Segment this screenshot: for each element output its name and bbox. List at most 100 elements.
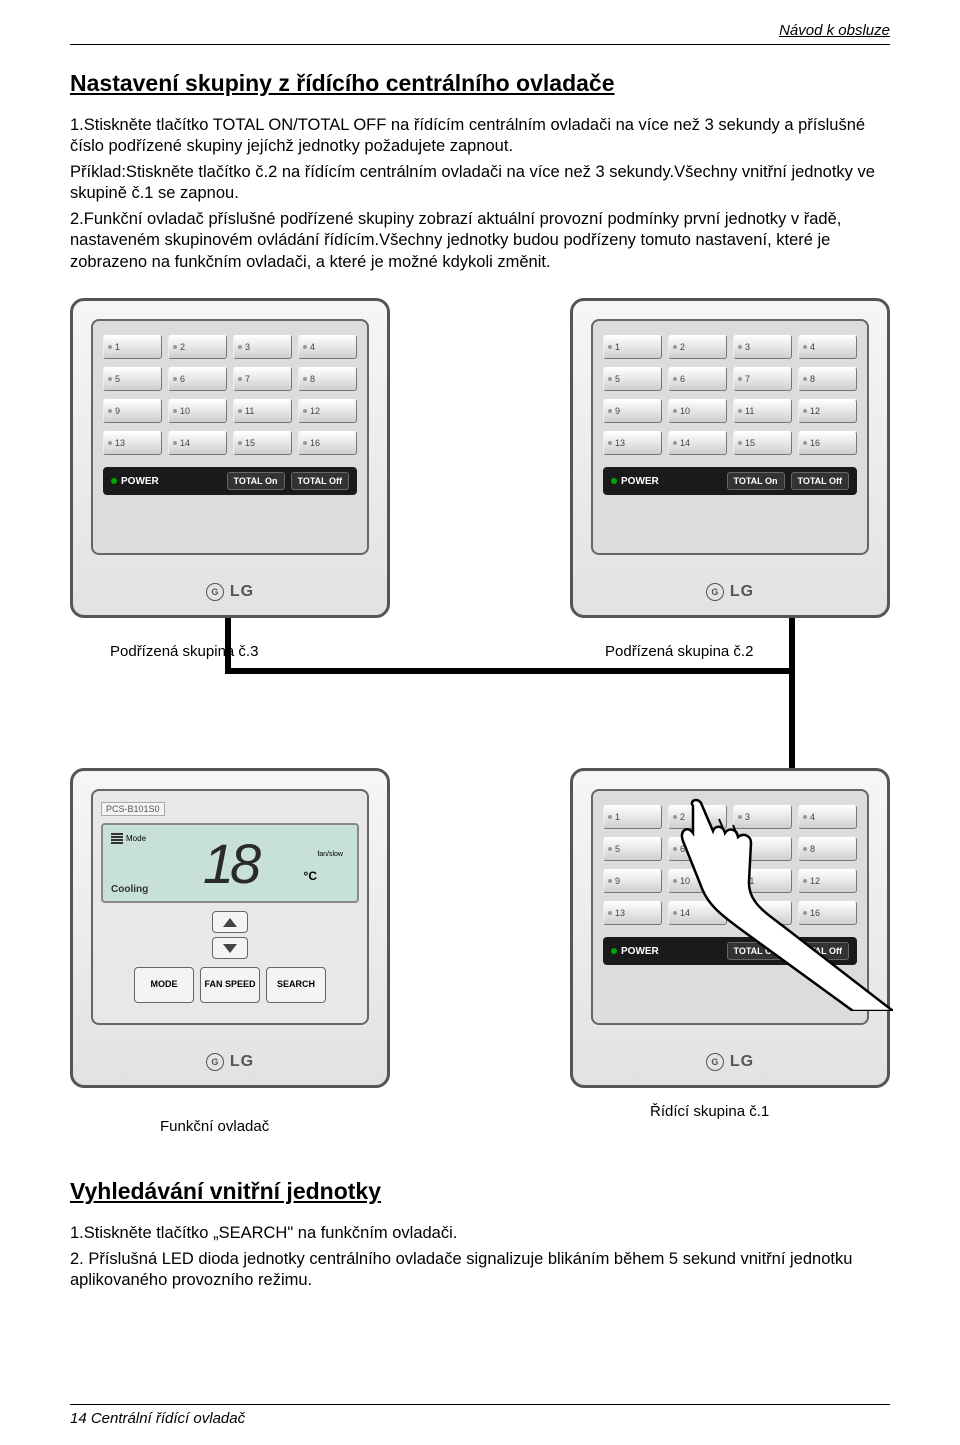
unit-button-16[interactable]: 16 (798, 901, 857, 925)
unit-button-16[interactable]: 16 (298, 431, 357, 455)
unit-button-16[interactable]: 16 (798, 431, 857, 455)
unit-button-4[interactable]: 4 (798, 805, 857, 829)
button-grid: 12345678910111213141516 (603, 335, 857, 455)
unit-button-9[interactable]: 9 (603, 869, 662, 893)
unit-button-13[interactable]: 13 (603, 431, 662, 455)
unit-button-6[interactable]: 6 (668, 367, 727, 391)
unit-button-14[interactable]: 14 (668, 901, 727, 925)
power-bar: POWER TOTAL On TOTAL Off (603, 937, 857, 965)
temp-down-button[interactable] (212, 937, 248, 959)
power-bar: POWER TOTAL On TOTAL Off (603, 467, 857, 495)
header-rule (70, 44, 890, 45)
footer-page-label: 14 Centrální řídící ovladač (70, 1410, 245, 1427)
section1-title: Nastavení skupiny z řídícího centrálního… (70, 70, 890, 97)
button-grid: 12345678910111213141516 (103, 335, 357, 455)
mode-button[interactable]: MODE (134, 967, 194, 1003)
temp-up-button[interactable] (212, 911, 248, 933)
lcd-temp: 18 (203, 831, 257, 896)
brand-logo: GLG (73, 1053, 387, 1071)
fan-speed-button[interactable]: FAN SPEED (200, 967, 260, 1003)
unit-button-10[interactable]: 10 (168, 399, 227, 423)
brand-logo: GLG (573, 1053, 887, 1071)
unit-button-2[interactable]: 2 (668, 335, 727, 359)
central-panel-sub3: 12345678910111213141516 POWER TOTAL On T… (70, 298, 390, 618)
unit-button-8[interactable]: 8 (798, 837, 857, 861)
section2-title: Vyhledávání vnitřní jednotky (70, 1178, 890, 1205)
unit-button-14[interactable]: 14 (168, 431, 227, 455)
unit-button-11[interactable]: 11 (733, 399, 792, 423)
unit-button-13[interactable]: 13 (103, 431, 162, 455)
footer-rule (70, 1404, 890, 1405)
diagram-top: 12345678910111213141516 POWER TOTAL On T… (70, 298, 890, 768)
unit-button-1[interactable]: 1 (603, 805, 662, 829)
lcd-unit: °C (304, 869, 317, 883)
connector-h (225, 668, 795, 674)
unit-button-12[interactable]: 12 (798, 869, 857, 893)
model-label: PCS-B101S0 (101, 802, 165, 816)
unit-button-10[interactable]: 10 (668, 869, 727, 893)
unit-button-6[interactable]: 6 (168, 367, 227, 391)
unit-button-11[interactable]: 11 (233, 399, 292, 423)
unit-button-15[interactable]: 15 (233, 431, 292, 455)
unit-button-9[interactable]: 9 (103, 399, 162, 423)
unit-button-14[interactable]: 14 (668, 431, 727, 455)
brand-logo: GLG (73, 583, 387, 601)
unit-button-3[interactable]: 3 (233, 335, 292, 359)
unit-button-12[interactable]: 12 (298, 399, 357, 423)
unit-button-8[interactable]: 8 (298, 367, 357, 391)
unit-button-5[interactable]: 5 (603, 367, 662, 391)
unit-button-8[interactable]: 8 (798, 367, 857, 391)
unit-button-7[interactable]: 7 (733, 367, 792, 391)
unit-button-15[interactable]: 15 (733, 431, 792, 455)
caption-sub2: Podřízená skupina č.2 (605, 643, 753, 660)
unit-button-10[interactable]: 10 (668, 399, 727, 423)
connector-v-right (789, 618, 795, 674)
diagram-bottom: PCS-B101S0 Mode 18 °C fan/slow Cooling M… (70, 768, 890, 1168)
central-panel-master: 12345678910111213141516 POWER TOTAL On T… (570, 768, 890, 1088)
lcd-fan: fan/slow (317, 851, 343, 858)
search-button[interactable]: SEARCH (266, 967, 326, 1003)
section2-p2: 2. Příslušná LED dioda jednotky centráln… (70, 1249, 890, 1292)
button-grid: 12345678910111213141516 (603, 805, 857, 925)
unit-button-11[interactable]: 11 (733, 869, 792, 893)
connector-v-continue (789, 668, 795, 768)
unit-button-15[interactable]: 15 (733, 901, 792, 925)
unit-button-4[interactable]: 4 (798, 335, 857, 359)
section1-p3: 2.Funkční ovladač příslušné podřízené sk… (70, 209, 890, 273)
unit-button-1[interactable]: 1 (603, 335, 662, 359)
header-manual-label: Návod k obsluze (779, 22, 890, 39)
power-bar: POWER TOTAL On TOTAL Off (103, 467, 357, 495)
unit-button-6[interactable]: 6 (668, 837, 727, 861)
unit-button-7[interactable]: 7 (233, 367, 292, 391)
power-label: POWER (121, 476, 159, 487)
section1-p1: 1.Stiskněte tlačítko TOTAL ON/TOTAL OFF … (70, 115, 890, 158)
unit-button-9[interactable]: 9 (603, 399, 662, 423)
brand-logo: GLG (573, 583, 887, 601)
section2-p1: 1.Stiskněte tlačítko „SEARCH" na funkční… (70, 1223, 890, 1244)
central-panel-sub2: 12345678910111213141516 POWER TOTAL On T… (570, 298, 890, 618)
unit-button-4[interactable]: 4 (298, 335, 357, 359)
total-on-button[interactable]: TOTAL On (727, 942, 785, 960)
unit-button-5[interactable]: 5 (603, 837, 662, 861)
unit-button-2[interactable]: 2 (168, 335, 227, 359)
unit-button-7[interactable]: 7 (733, 837, 792, 861)
unit-button-13[interactable]: 13 (603, 901, 662, 925)
unit-button-5[interactable]: 5 (103, 367, 162, 391)
caption-master1: Řídící skupina č.1 (650, 1103, 769, 1120)
unit-button-3[interactable]: 3 (733, 335, 792, 359)
caption-sub3: Podřízená skupina č.3 (110, 643, 258, 660)
total-on-button[interactable]: TOTAL On (727, 472, 785, 490)
lcd-display: Mode 18 °C fan/slow Cooling (101, 823, 359, 903)
lcd-cooling: Cooling (111, 884, 148, 895)
unit-button-12[interactable]: 12 (798, 399, 857, 423)
caption-func: Funkční ovladač (160, 1118, 269, 1135)
functional-controller: PCS-B101S0 Mode 18 °C fan/slow Cooling M… (70, 768, 390, 1088)
unit-button-3[interactable]: 3 (733, 805, 792, 829)
total-off-button[interactable]: TOTAL Off (291, 472, 350, 490)
total-off-button[interactable]: TOTAL Off (791, 472, 850, 490)
unit-button-1[interactable]: 1 (103, 335, 162, 359)
unit-button-2[interactable]: 2 (668, 805, 727, 829)
total-off-button[interactable]: TOTAL Off (791, 942, 850, 960)
power-label: POWER (621, 476, 659, 487)
total-on-button[interactable]: TOTAL On (227, 472, 285, 490)
